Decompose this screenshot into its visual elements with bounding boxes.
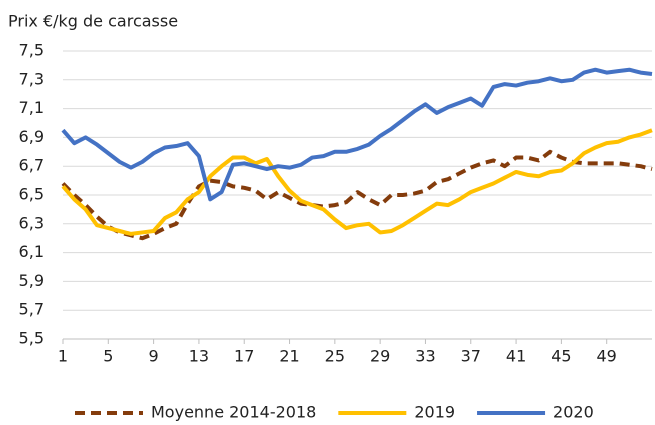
x-tick-label: 13 — [189, 347, 209, 366]
y-tick-label: 6,3 — [19, 213, 44, 232]
x-tick-label: 45 — [551, 347, 571, 366]
x-tick-label: 29 — [370, 347, 390, 366]
x-tick-label: 37 — [461, 347, 481, 366]
x-tick-label: 9 — [149, 347, 159, 366]
x-tick-label: 33 — [415, 347, 435, 366]
y-tick-label: 5,7 — [19, 300, 44, 319]
y-tick-label: 6,7 — [19, 156, 44, 175]
series-line — [61, 149, 653, 241]
y-tick-label: 6,5 — [19, 185, 44, 204]
y-tick-label: 5,9 — [19, 271, 44, 290]
y-tick-label: 7,5 — [19, 41, 44, 60]
x-tick-label: 17 — [234, 347, 254, 366]
x-tick-label: 5 — [103, 347, 113, 366]
y-tick-label: 5,5 — [19, 329, 44, 348]
y-tick-label: 7,1 — [19, 98, 44, 117]
x-tick-label: 41 — [506, 347, 526, 366]
y-axis-label: Prix €/kg de carcasse — [8, 12, 178, 31]
series-line — [61, 128, 653, 236]
y-tick-label: 6,1 — [19, 242, 44, 261]
y-tick-label: 7,3 — [19, 69, 44, 88]
legend-label: Moyenne 2014-2018 — [151, 403, 316, 422]
legend-label: 2020 — [553, 403, 594, 422]
legend-label: 2019 — [414, 403, 455, 422]
x-tick-label: 21 — [279, 347, 299, 366]
y-tick-label: 6,9 — [19, 127, 44, 146]
series-line — [61, 67, 653, 202]
x-tick-label: 49 — [597, 347, 617, 366]
x-tick-label: 1 — [58, 347, 68, 366]
x-tick-label: 25 — [325, 347, 345, 366]
